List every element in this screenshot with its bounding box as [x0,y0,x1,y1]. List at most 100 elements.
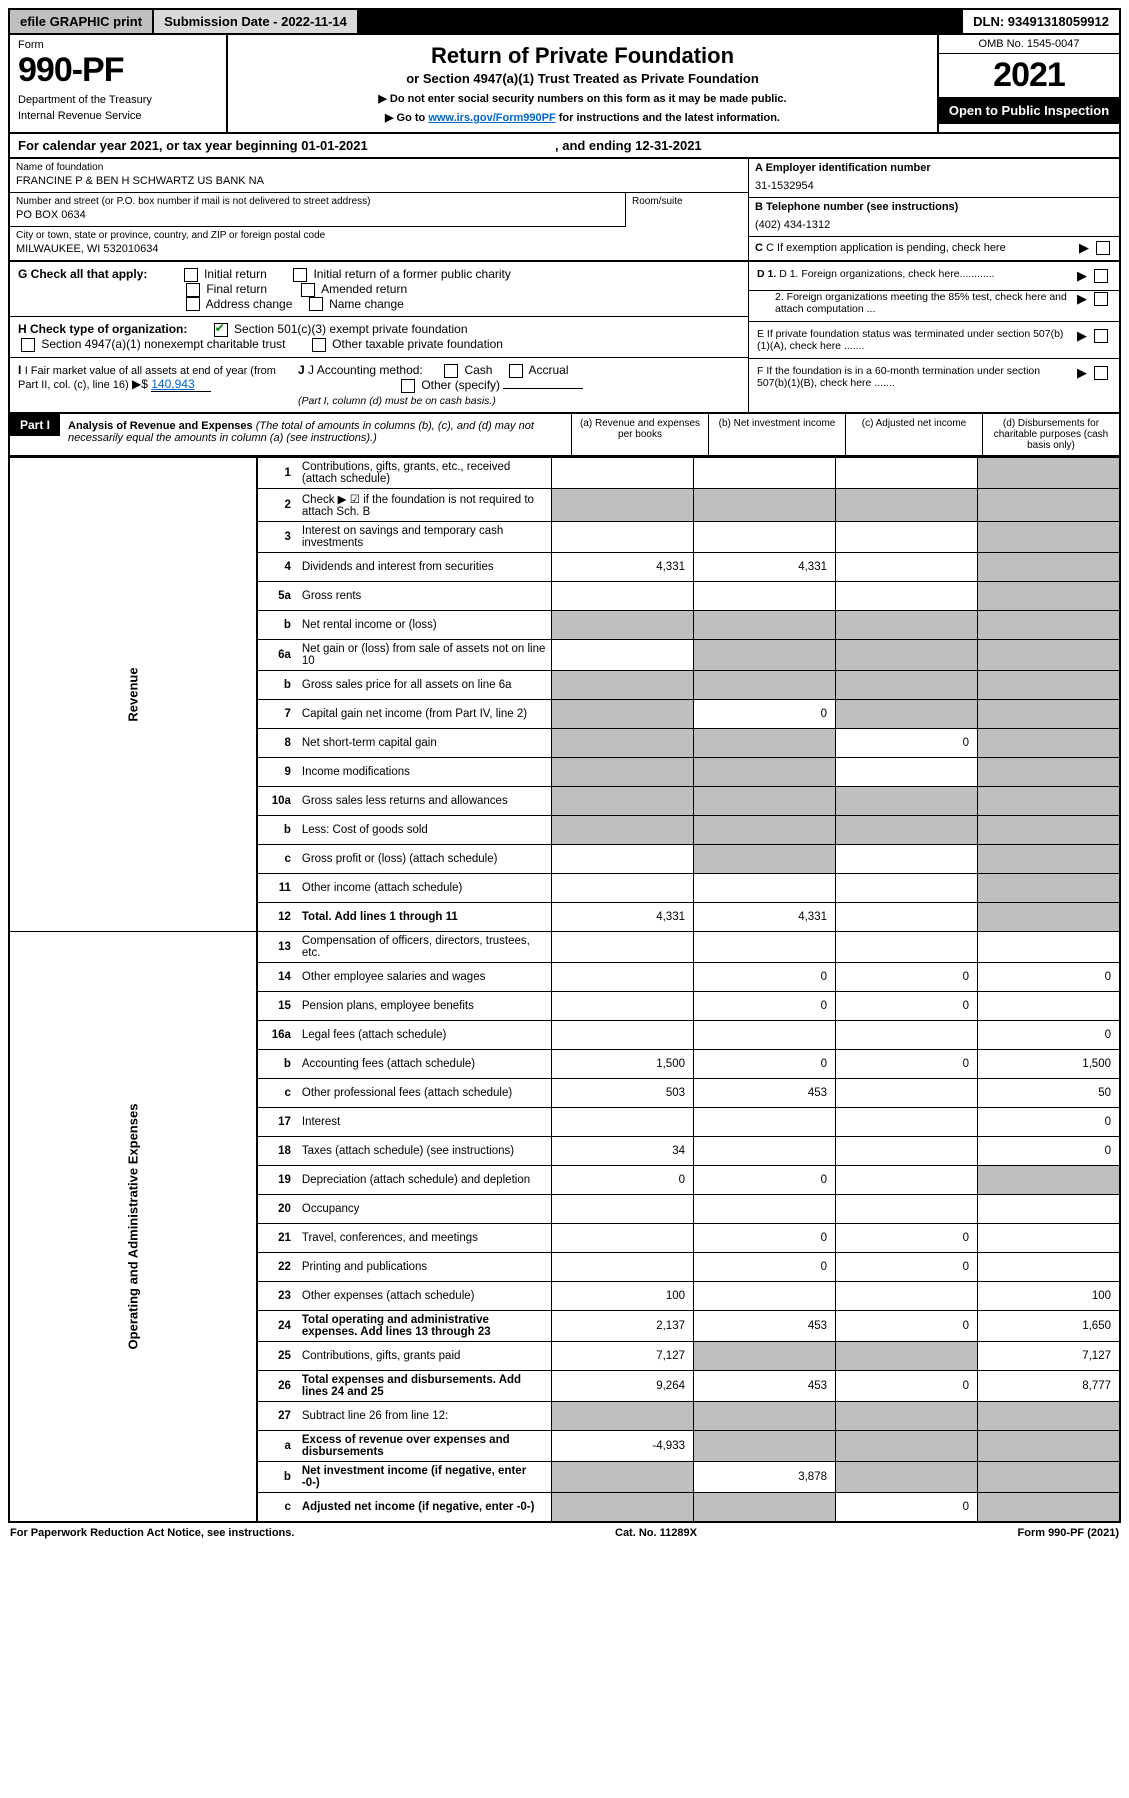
g-name-change-checkbox[interactable] [309,297,323,311]
h-4947-checkbox[interactable] [21,338,35,352]
col-a-header: (a) Revenue and expenses per books [571,414,708,455]
line-description: Total. Add lines 1 through 11 [297,902,552,931]
dept-irs: Internal Revenue Service [18,110,218,122]
fmv-link[interactable]: 140,943 [151,377,211,392]
amount-cell [694,1136,836,1165]
amount-cell [552,639,694,670]
amount-cell [552,488,694,521]
amount-cell [552,457,694,488]
line-description: Compensation of officers, directors, tru… [297,931,552,962]
amount-cell [552,1252,694,1281]
d2-checkbox[interactable] [1094,292,1108,306]
line-number: 23 [257,1281,297,1310]
h-other-taxable-checkbox[interactable] [312,338,326,352]
line-number: 9 [257,757,297,786]
line-description: Interest on savings and temporary cash i… [297,521,552,552]
c-checkbox[interactable] [1096,241,1110,255]
line-number: 22 [257,1252,297,1281]
line-description: Total operating and administrative expen… [297,1310,552,1341]
header-right: OMB No. 1545-0047 2021 Open to Public In… [937,35,1119,132]
line-number: 15 [257,991,297,1020]
part1-desc: Analysis of Revenue and Expenses (The to… [60,414,571,455]
amount-cell [978,488,1121,521]
g-initial-return-checkbox[interactable] [184,268,198,282]
f-checkbox[interactable] [1094,366,1108,380]
line-description: Capital gain net income (from Part IV, l… [297,699,552,728]
amount-cell [836,902,978,931]
amount-cell [978,931,1121,962]
amount-cell: 0 [978,1107,1121,1136]
line-number: 2 [257,488,297,521]
amount-cell: -4,933 [552,1430,694,1461]
instruction-2: ▶ Go to www.irs.gov/Form990PF for instru… [240,111,925,124]
col-b-header: (b) Net investment income [708,414,845,455]
g-address-change-checkbox[interactable] [186,297,200,311]
col-d-header: (d) Disbursements for charitable purpose… [982,414,1119,455]
amount-cell [694,728,836,757]
amount-cell [694,457,836,488]
line-description: Contributions, gifts, grants paid [297,1341,552,1370]
foundation-name-cell: Name of foundation FRANCINE P & BEN H SC… [10,159,748,193]
j-other-checkbox[interactable] [401,379,415,393]
g-initial-former-checkbox[interactable] [293,268,307,282]
amount-cell [836,488,978,521]
amount-cell [836,873,978,902]
amount-cell [978,991,1121,1020]
amount-cell [978,844,1121,873]
amount-cell: 0 [836,1370,978,1401]
j-accrual-checkbox[interactable] [509,364,523,378]
part1-label: Part I [10,414,60,436]
amount-cell: 9,264 [552,1370,694,1401]
form-header: Form 990-PF Department of the Treasury I… [8,35,1121,134]
d1-row: D 1. D 1. Foreign organizations, check h… [749,262,1119,291]
amount-cell: 100 [978,1281,1121,1310]
amount-cell [694,581,836,610]
amount-cell: 100 [552,1281,694,1310]
line-number: b [257,1461,297,1492]
g-final-return-checkbox[interactable] [186,283,200,297]
amount-cell [836,1401,978,1430]
amount-cell [552,962,694,991]
amount-cell [978,902,1121,931]
dept-treasury: Department of the Treasury [18,94,218,106]
amount-cell [552,931,694,962]
amount-cell [694,488,836,521]
amount-cell [978,815,1121,844]
amount-cell: 0 [978,1020,1121,1049]
line-number: 10a [257,786,297,815]
amount-cell [552,699,694,728]
line-description: Adjusted net income (if negative, enter … [297,1492,552,1522]
line-number: 17 [257,1107,297,1136]
section-side-label: Revenue [9,457,257,931]
amount-cell: 453 [694,1078,836,1107]
line-description: Legal fees (attach schedule) [297,1020,552,1049]
amount-cell [694,1107,836,1136]
amount-cell [694,1020,836,1049]
amount-cell: 0 [836,1049,978,1078]
j-cash-checkbox[interactable] [444,364,458,378]
city-cell: City or town, state or province, country… [10,227,748,260]
amount-cell: 0 [978,962,1121,991]
d1-checkbox[interactable] [1094,269,1108,283]
h-501c3-checkbox[interactable] [214,323,228,337]
line-number: 20 [257,1194,297,1223]
line-description: Taxes (attach schedule) (see instruction… [297,1136,552,1165]
instruction-1: ▶ Do not enter social security numbers o… [240,92,925,105]
amount-cell [694,1194,836,1223]
line-number: c [257,1078,297,1107]
g-amended-checkbox[interactable] [301,283,315,297]
ein-cell: A Employer identification number 31-1532… [749,159,1119,198]
amount-cell: 0 [836,991,978,1020]
amount-cell: 0 [836,1252,978,1281]
amount-cell [836,1461,978,1492]
amount-cell: 0 [694,1049,836,1078]
amount-cell [978,873,1121,902]
address-cell: Number and street (or P.O. box number if… [10,193,626,227]
amount-cell: 0 [694,1252,836,1281]
e-checkbox[interactable] [1094,329,1108,343]
irs-link[interactable]: www.irs.gov/Form990PF [428,112,555,124]
amount-cell [694,844,836,873]
line-number: 18 [257,1136,297,1165]
amount-cell [694,873,836,902]
amount-cell [978,552,1121,581]
